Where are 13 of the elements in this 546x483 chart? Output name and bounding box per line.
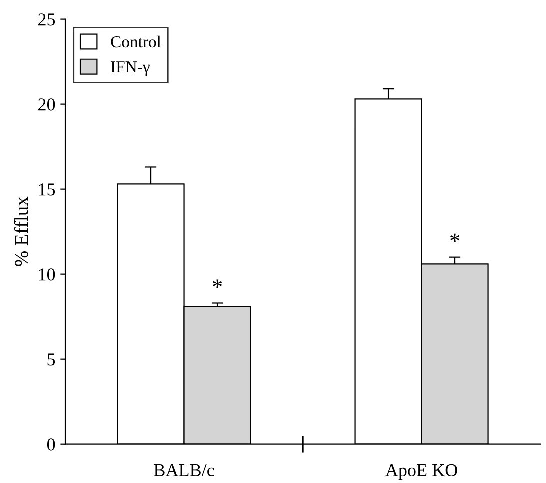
annotation: *: [213, 280, 222, 288]
legend-label: IFN-γ: [111, 62, 150, 76]
annotation: *: [450, 234, 460, 242]
y-axis-title: % Efflux: [14, 196, 28, 266]
x-tick-label: ApoE KO: [386, 464, 458, 480]
y-tick-label: 20: [38, 98, 56, 111]
x-tick-label: BALB/c: [154, 464, 214, 477]
y-tick-label: 15: [39, 184, 56, 196]
legend-label: Control: [111, 36, 162, 48]
y-tick-label: 5: [48, 354, 56, 366]
y-tick-label: 10: [39, 268, 56, 281]
y-tick-label: 25: [38, 14, 56, 26]
y-tick-label: 0: [47, 438, 56, 451]
